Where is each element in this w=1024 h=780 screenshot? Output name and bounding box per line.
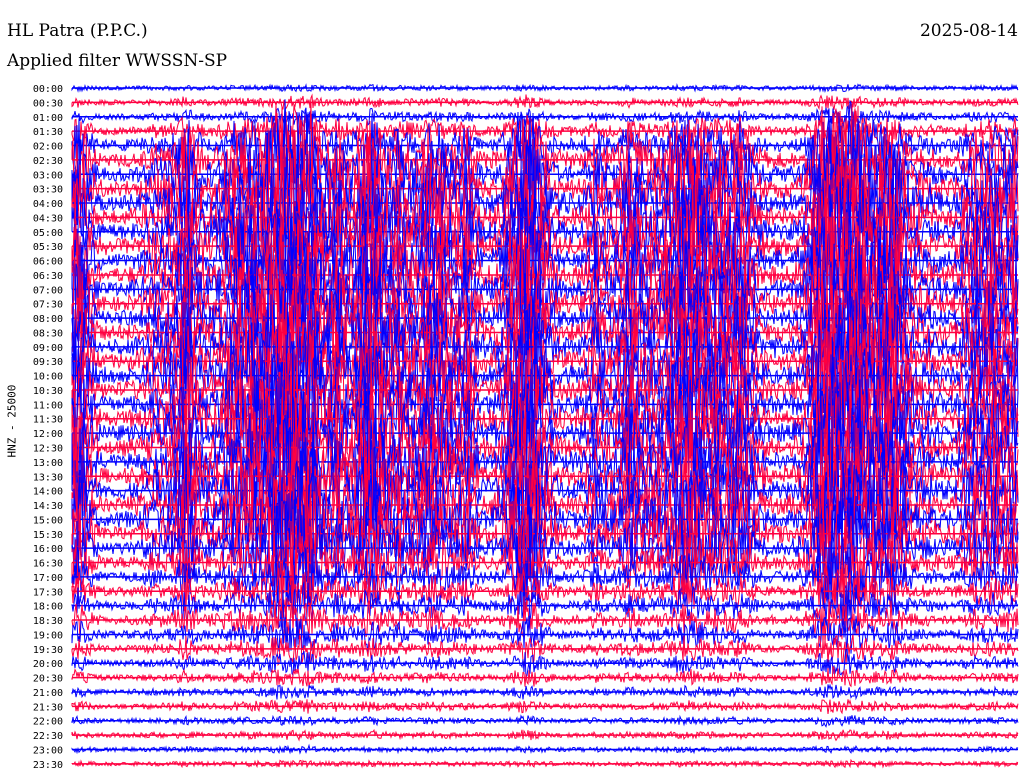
filter-label: Applied filter WWSSN-SP (7, 51, 228, 71)
row-time-label: 10:30 (33, 386, 63, 397)
row-time-label: 21:00 (33, 688, 63, 699)
row-time-label: 20:30 (33, 674, 63, 685)
row-time-label: 11:00 (33, 400, 63, 411)
row-time-label: 10:00 (33, 372, 63, 383)
trace-line (71, 463, 1019, 577)
row-time-label: 16:00 (33, 544, 63, 555)
row-time-label: 09:00 (33, 343, 63, 354)
row-time-label: 23:00 (33, 745, 63, 756)
row-time-label: 05:30 (33, 242, 63, 253)
row-time-label: 13:30 (33, 472, 63, 483)
row-time-label: 17:00 (33, 573, 63, 584)
row-time-label: 11:30 (33, 415, 63, 426)
row-time-label: 06:00 (33, 257, 63, 268)
row-time-label: 00:30 (33, 98, 63, 109)
trace-line (71, 402, 1019, 518)
row-time-label: 22:00 (33, 717, 63, 728)
row-time-label: 23:30 (33, 760, 63, 771)
row-time-label: 02:30 (33, 156, 63, 167)
date-label: 2025-08-14 (919, 21, 1018, 41)
trace-line (71, 581, 1019, 632)
row-time-label: 07:00 (33, 285, 63, 296)
trace-line (71, 683, 1019, 701)
row-time-label: 17:30 (33, 587, 63, 598)
row-time-label: 04:00 (33, 199, 63, 210)
row-time-label: 12:30 (33, 444, 63, 455)
row-time-label: 14:00 (33, 487, 63, 498)
trace-line (71, 491, 1019, 602)
row-time-label: 01:30 (33, 127, 63, 138)
row-time-label: 02:00 (33, 142, 63, 153)
row-time-label: 15:30 (33, 530, 63, 541)
trace-line (71, 273, 1019, 393)
trace-line (71, 634, 1019, 668)
row-time-label: 04:30 (33, 213, 63, 224)
row-time-label: 08:00 (33, 314, 63, 325)
row-time-label: 14:30 (33, 501, 63, 512)
row-time-label: 18:00 (33, 602, 63, 613)
row-time-label: 20:00 (33, 659, 63, 670)
row-time-label: 13:00 (33, 458, 63, 469)
row-time-label: 09:30 (33, 357, 63, 368)
row-time-label: 19:30 (33, 645, 63, 656)
row-time-label: 08:30 (33, 328, 63, 339)
row-time-label: 07:30 (33, 300, 63, 311)
row-time-label: 00:00 (33, 84, 63, 95)
row-time-label: 16:30 (33, 559, 63, 570)
trace-line (71, 105, 1019, 128)
row-time-label: 03:00 (33, 170, 63, 181)
station-title: HL Patra (P.P.C.) (7, 21, 148, 41)
row-time-label: 05:00 (33, 228, 63, 239)
row-time-label: 22:30 (33, 731, 63, 742)
row-time-label: 21:30 (33, 702, 63, 713)
row-time-label: 01:00 (33, 113, 63, 124)
trace-line (71, 288, 1019, 407)
row-time-label: 19:00 (33, 630, 63, 641)
row-time-label: 12:00 (33, 429, 63, 440)
row-time-label: 15:00 (33, 515, 63, 526)
row-time-label: 06:30 (33, 271, 63, 282)
row-time-label: 03:30 (33, 185, 63, 196)
trace-line (71, 186, 1019, 307)
row-time-label: 18:30 (33, 616, 63, 627)
